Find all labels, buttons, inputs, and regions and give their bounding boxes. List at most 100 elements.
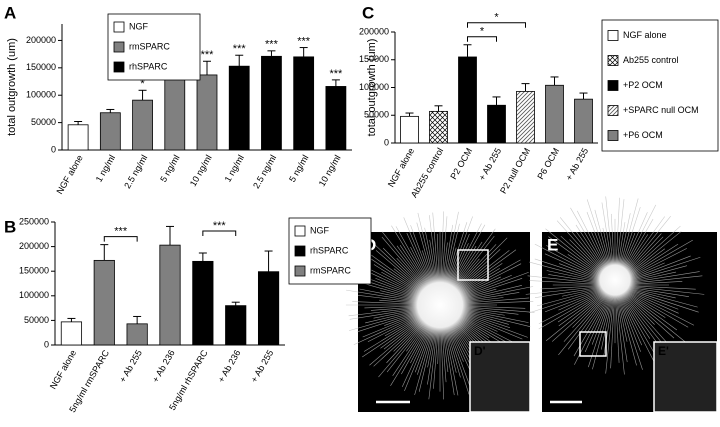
bar bbox=[257, 271, 280, 346]
legend-label: +P6 OCM bbox=[623, 130, 663, 140]
legend-swatch bbox=[607, 80, 619, 91]
significance: *** bbox=[297, 35, 311, 47]
y-tick-label: 100000 bbox=[26, 90, 56, 100]
y-tick-label: 100000 bbox=[359, 82, 389, 92]
legend-label: Ab255 control bbox=[623, 55, 679, 65]
bar bbox=[225, 305, 247, 346]
y-tick-label: 0 bbox=[44, 339, 49, 349]
bar bbox=[67, 124, 89, 151]
y-tick-label: 200000 bbox=[359, 26, 389, 36]
y-axis-label: total outgrowth (um) bbox=[6, 38, 18, 136]
legend-label: rmSPARC bbox=[310, 265, 351, 275]
bar bbox=[228, 65, 250, 151]
bar bbox=[325, 86, 347, 151]
bracket bbox=[467, 22, 526, 28]
bar bbox=[196, 74, 218, 151]
panel-label: A bbox=[4, 3, 16, 22]
legend-label: rhSPARC bbox=[129, 61, 168, 71]
y-tick-label: 250000 bbox=[19, 216, 49, 226]
x-tick-label: NGF alone bbox=[54, 153, 84, 196]
inset-region bbox=[579, 331, 607, 357]
significance: *** bbox=[201, 49, 215, 61]
x-tick-label: 5 ng/ml bbox=[287, 153, 310, 184]
legend-swatch bbox=[113, 61, 125, 73]
bar bbox=[132, 99, 153, 151]
bracket bbox=[202, 230, 237, 236]
bar bbox=[574, 98, 593, 144]
x-tick-label: 2.5 ng/ml bbox=[122, 153, 149, 190]
y-tick-label: 150000 bbox=[359, 54, 389, 64]
x-tick-label: NGF alone bbox=[48, 348, 78, 391]
x-tick-label: 10 ng/ml bbox=[317, 153, 343, 188]
bar bbox=[545, 84, 564, 144]
x-tick-label: NGF alone bbox=[386, 146, 416, 189]
legend-swatch bbox=[607, 130, 619, 141]
bar bbox=[261, 55, 282, 151]
x-tick-label: + Ab 255 bbox=[477, 146, 504, 182]
x-tick-label: + Ab 255 bbox=[564, 146, 591, 182]
legend-swatch bbox=[113, 21, 125, 33]
x-tick-label: + Ab 236 bbox=[216, 348, 243, 384]
bracket bbox=[103, 236, 138, 242]
y-tick-label: 150000 bbox=[26, 62, 56, 72]
x-tick-label: P6 OCM bbox=[535, 146, 561, 181]
legend-swatch bbox=[113, 41, 125, 53]
legend-label: NGF bbox=[310, 225, 330, 235]
x-tick-label: + Ab 255 bbox=[117, 348, 144, 384]
y-tick-label: 0 bbox=[384, 137, 389, 147]
bar bbox=[60, 321, 83, 346]
x-tick-label: 1 ng/ml bbox=[223, 153, 246, 184]
panel-label: E bbox=[547, 235, 558, 254]
image-panel: E E' bbox=[525, 196, 718, 413]
legend bbox=[601, 19, 719, 152]
legend-swatch bbox=[607, 105, 619, 116]
legend-swatch bbox=[294, 225, 306, 237]
significance: * bbox=[140, 78, 145, 90]
significance: *** bbox=[329, 68, 343, 80]
inset bbox=[469, 341, 531, 413]
bar bbox=[159, 244, 181, 346]
y-tick-label: 50000 bbox=[364, 110, 389, 120]
significance: *** bbox=[233, 43, 247, 55]
explant bbox=[585, 250, 645, 310]
inset-label: D' bbox=[474, 344, 486, 358]
inset bbox=[653, 341, 718, 413]
x-tick-label: + Ab 255 bbox=[249, 348, 276, 384]
bracket bbox=[467, 36, 497, 42]
significance: * bbox=[480, 26, 485, 38]
bar bbox=[99, 112, 121, 151]
inset-label: E' bbox=[658, 344, 669, 358]
x-tick-label: + Ab 236 bbox=[150, 348, 177, 384]
image-panel: D D' bbox=[345, 211, 535, 413]
significance: *** bbox=[114, 226, 128, 238]
significance: *** bbox=[213, 220, 227, 232]
legend-label: NGF bbox=[129, 21, 149, 31]
legend-swatch bbox=[294, 245, 306, 257]
bar bbox=[293, 56, 315, 151]
legend-label: +P2 OCM bbox=[623, 80, 663, 90]
legend-label: +SPARC null OCM bbox=[623, 105, 699, 115]
bar bbox=[516, 90, 535, 144]
y-tick-label: 200000 bbox=[19, 241, 49, 251]
legend-label: NGF alone bbox=[623, 30, 667, 40]
bar bbox=[126, 323, 148, 346]
bar bbox=[429, 110, 448, 144]
y-tick-label: 150000 bbox=[19, 266, 49, 276]
bar bbox=[400, 115, 419, 144]
bar bbox=[93, 259, 115, 346]
x-tick-label: 2.5 ng/ml bbox=[251, 153, 278, 190]
bar bbox=[192, 260, 214, 346]
legend-swatch bbox=[294, 265, 306, 277]
legend-label: rhSPARC bbox=[310, 245, 349, 255]
panel-label: B bbox=[4, 217, 16, 236]
panel-label: C bbox=[362, 3, 374, 22]
x-tick-label: 1 ng/ml bbox=[94, 153, 117, 184]
significance: *** bbox=[265, 39, 279, 51]
legend-swatch bbox=[607, 30, 619, 41]
legend-label: rmSPARC bbox=[129, 41, 170, 51]
x-tick-label: 10 ng/ml bbox=[188, 153, 214, 188]
inset-region bbox=[457, 249, 489, 281]
y-tick-label: 0 bbox=[51, 144, 56, 154]
